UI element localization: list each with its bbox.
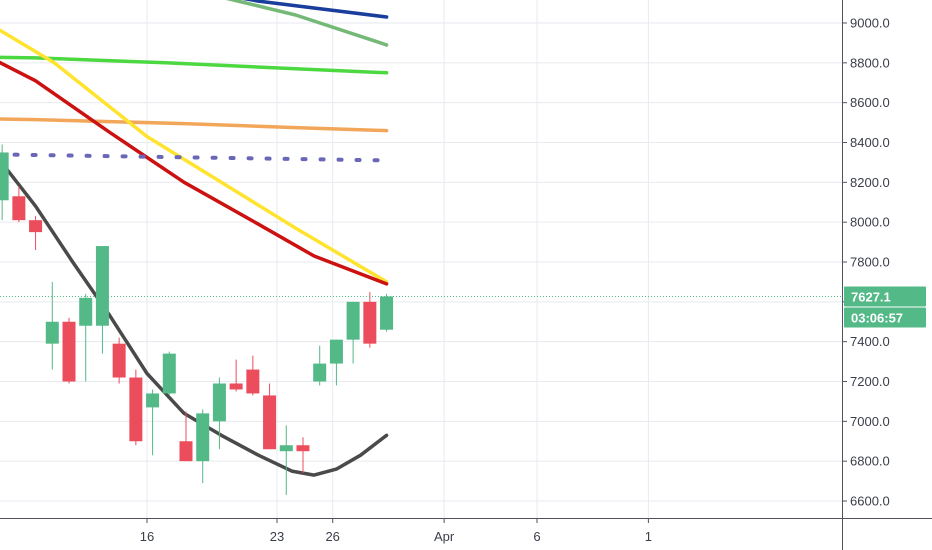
y-tick-label: 8800.0	[850, 55, 890, 70]
x-tick-label: 16	[140, 529, 154, 544]
y-tick-label: 7800.0	[850, 255, 890, 270]
series-line	[0, 55, 389, 75]
candle-body	[196, 413, 210, 462]
x-tick-label: 1	[645, 529, 652, 544]
series-line	[0, 157, 389, 477]
y-tick-label: 6600.0	[850, 494, 890, 509]
y-tick-label: 8200.0	[850, 175, 890, 190]
candle-body	[146, 393, 160, 408]
series-line	[225, 0, 389, 47]
candlesticks	[0, 144, 394, 496]
series-line	[0, 28, 389, 284]
candle-body	[296, 445, 310, 452]
candle-body	[112, 343, 126, 378]
y-tick-label: 8600.0	[850, 95, 890, 110]
candle-body	[29, 220, 43, 233]
candle-body	[329, 339, 343, 364]
candle-body	[279, 445, 293, 452]
y-tick-label: 8000.0	[850, 215, 890, 230]
candle-body	[45, 321, 59, 344]
candle-body	[380, 296, 394, 330]
candle-body	[246, 369, 260, 394]
grid-lines	[0, 0, 842, 518]
current-price-value: 7627.1	[851, 289, 891, 304]
candle-body	[62, 321, 76, 382]
current-price-tag	[844, 286, 926, 307]
candle-body	[363, 301, 377, 344]
price-axis-bg	[842, 0, 932, 550]
series-line	[242, 0, 389, 19]
candle-body	[95, 246, 109, 326]
y-tick-label: 7200.0	[850, 374, 890, 389]
candle-body	[129, 377, 143, 442]
y-tick-label: 9000.0	[850, 16, 890, 31]
x-tick-label: 23	[270, 529, 284, 544]
y-tick-label: 7000.0	[850, 414, 890, 429]
series-line	[0, 152, 389, 163]
x-tick-label: 6	[533, 529, 540, 544]
candle-body	[0, 152, 9, 201]
candle-body	[346, 301, 360, 340]
series-line	[0, 117, 389, 133]
moving-average-lines	[0, 0, 389, 477]
y-tick-label: 8400.0	[850, 135, 890, 150]
candle-body	[12, 196, 26, 221]
countdown-value: 03:06:57	[851, 310, 903, 325]
x-tick-label: 26	[325, 529, 339, 544]
countdown-tag	[844, 307, 926, 328]
candle-body	[313, 363, 327, 382]
candle-body	[263, 395, 277, 450]
y-tick-label: 6800.0	[850, 454, 890, 469]
y-tick-label: 7400.0	[850, 334, 890, 349]
time-axis-bg	[0, 518, 842, 550]
candle-body	[179, 441, 193, 462]
candle-body	[79, 297, 93, 326]
x-tick-label: Apr	[434, 529, 455, 544]
candle-body	[229, 383, 243, 390]
candle-body	[212, 383, 226, 422]
price-axis-labels: 7627.1 03:06:57	[844, 286, 926, 328]
candle-body	[162, 353, 176, 394]
series-line	[0, 60, 389, 286]
